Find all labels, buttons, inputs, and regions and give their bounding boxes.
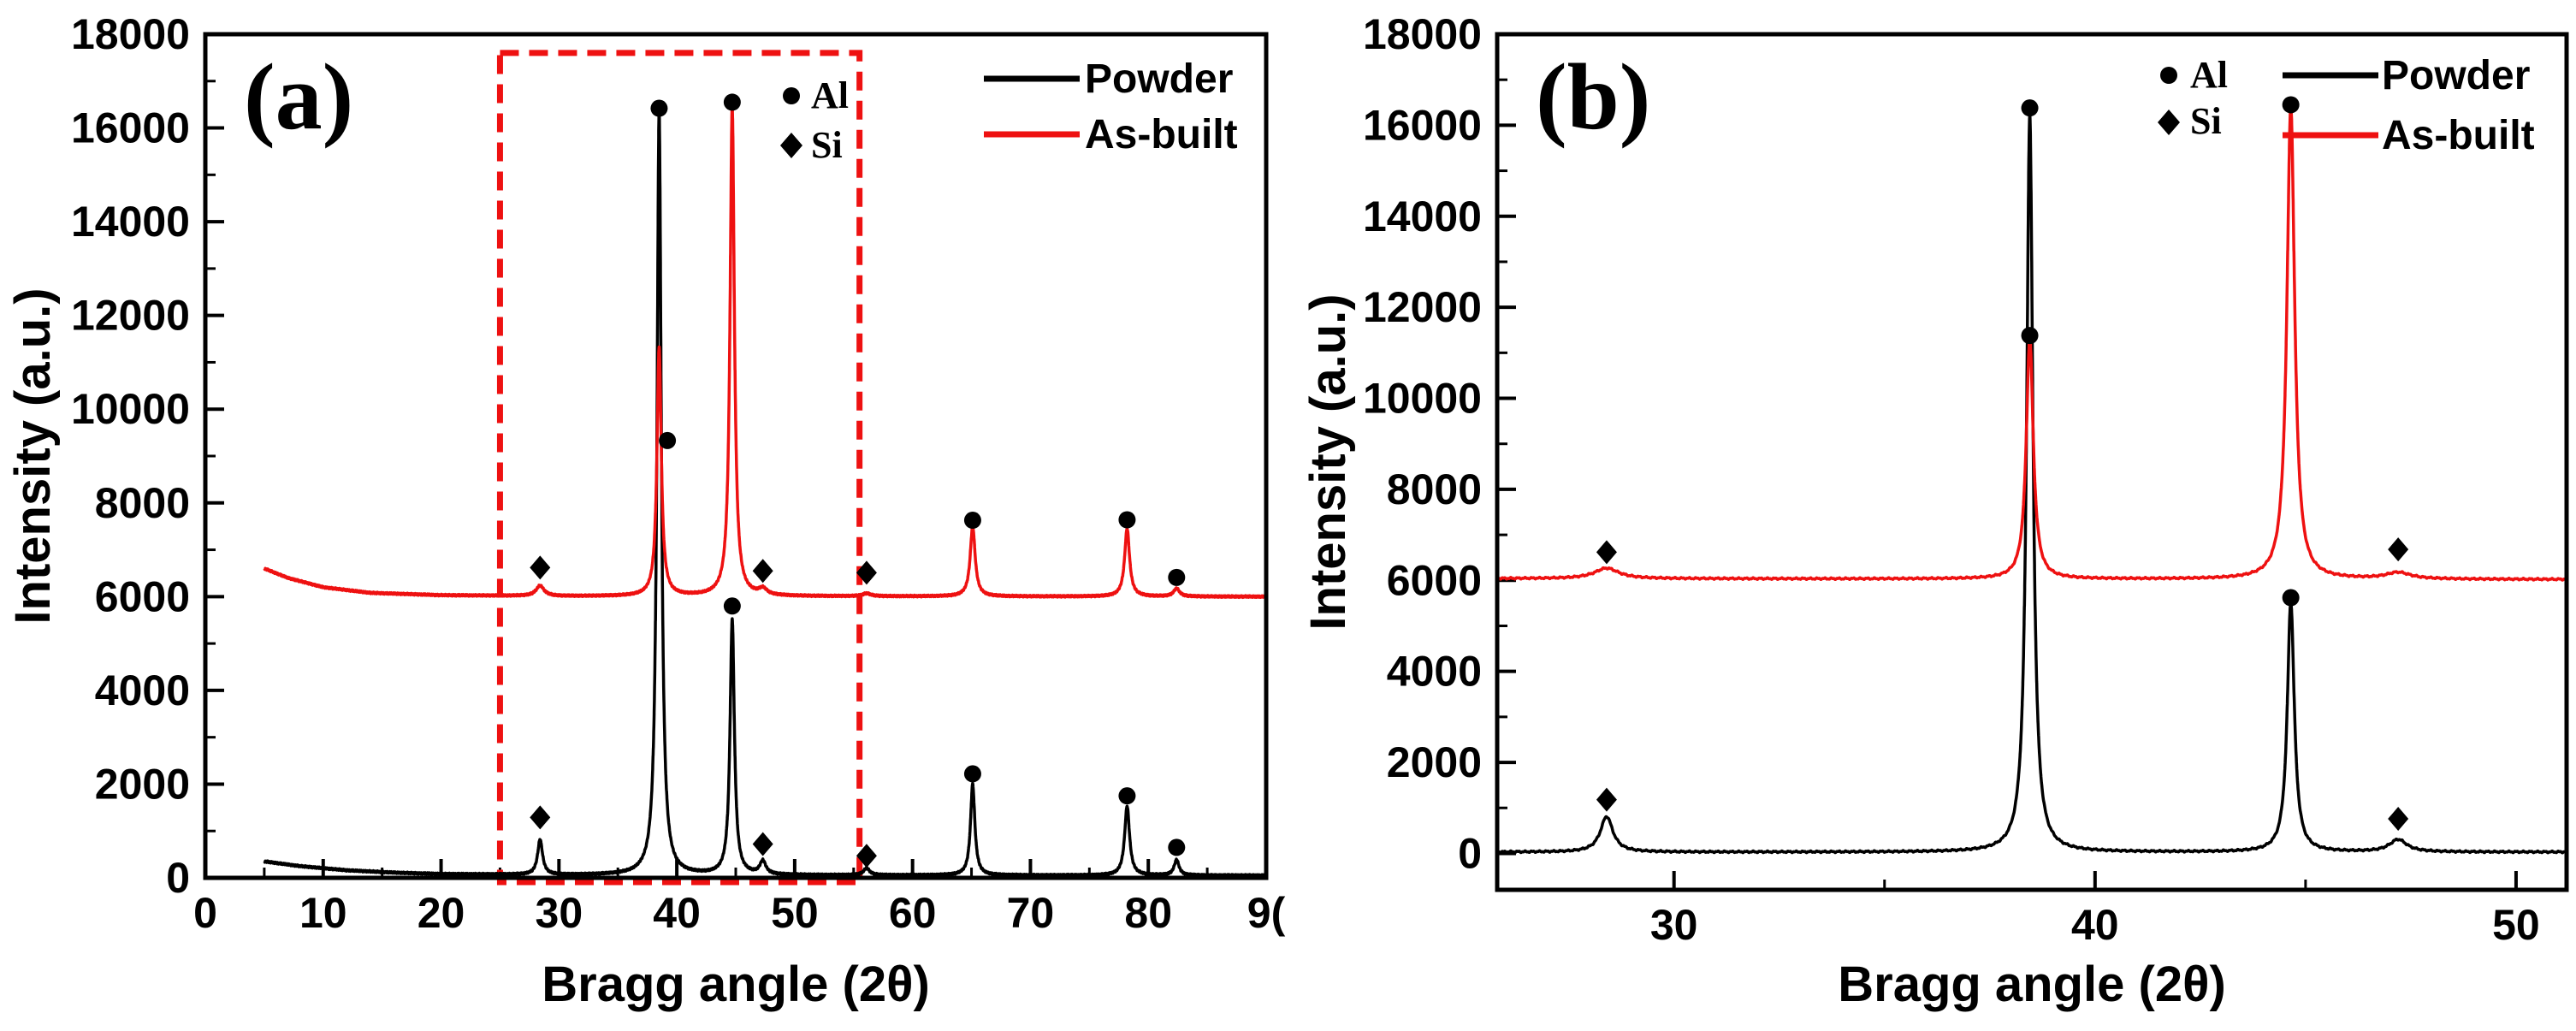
panel-b-tick-labels: 30 40 50 0 2000 4000 6000 8000 10000 12000 14000 16… [1363, 10, 2540, 949]
panel-a-label: (a) [244, 44, 353, 149]
panel-b-y-tick-label: 4000 [1387, 648, 1482, 696]
panel-b-y-tick-label: 10000 [1363, 375, 1482, 423]
panel-b-series-legend: Powder As-built [2283, 53, 2535, 158]
panel-a-y-tick-label: 12000 [71, 292, 190, 340]
al-peak-marker [963, 512, 981, 530]
si-peak-marker [530, 555, 551, 580]
panel-a-tick-labels: 0 10 20 30 40 50 60 70 80 9( 0 2000 4000 6000 8000 1000… [71, 10, 1286, 937]
al-peak-marker [723, 93, 741, 111]
panel-b-marker-legend: Al Si [2158, 54, 2228, 142]
si-peak-marker [752, 559, 773, 584]
legend-asbuilt-label: As-built [1085, 112, 1238, 157]
panel-a-series [263, 104, 1268, 878]
panel-b-x-tick-label: 40 [2071, 901, 2119, 949]
panel-b-series-powder [1495, 112, 2568, 855]
si-peak-marker [1596, 540, 1617, 565]
al-peak-marker [2282, 96, 2300, 114]
panel-a-y-tick-label: 8000 [95, 479, 190, 527]
panel-a-y-axis-title: Intensity (a.u.) [5, 287, 61, 624]
zoom-region-box [496, 50, 863, 886]
panel-a-peak-markers [530, 93, 1186, 868]
panel-a-marker-legend: Al Si [780, 74, 849, 166]
si-peak-marker [1596, 787, 1617, 812]
panel-b-x-tick-label: 30 [1650, 901, 1698, 949]
legend-al-label: Al [2190, 54, 2228, 96]
panel-a-x-tick-label: 70 [1007, 889, 1055, 937]
si-marker-icon [780, 133, 802, 158]
legend-al-label: Al [811, 74, 849, 116]
panel-b-label: (b) [1536, 44, 1650, 149]
panel-b-y-tick-label: 8000 [1387, 465, 1482, 513]
panel-b-y-tick-label: 2000 [1387, 738, 1482, 786]
panel-a-highlight-box [496, 50, 863, 886]
panel-b-ticks [1497, 33, 2518, 890]
panel-a-chart: 0 10 20 30 40 50 60 70 80 9( 0 2000 4000 6000 8000 1000… [5, 10, 1286, 1012]
panel-b-y-tick-label: 16000 [1363, 101, 1482, 149]
panel-b-y-tick-label: 14000 [1363, 193, 1482, 240]
panel-b-chart: 30 40 50 0 2000 4000 6000 8000 10000 12000 14000 16… [1300, 10, 2569, 1012]
al-peak-marker [723, 597, 741, 615]
panel-b-x-tick-label: 50 [2492, 901, 2540, 949]
panel-a-x-tick-label: 60 [889, 889, 937, 937]
legend-si-label: Si [2190, 100, 2222, 142]
panel-a-x-tick-label: 10 [299, 889, 347, 937]
panel-a-x-tick-label: 9( [1247, 889, 1286, 937]
al-peak-marker [2021, 99, 2039, 117]
al-peak-marker [1118, 511, 1136, 529]
al-peak-marker [2282, 589, 2300, 607]
panel-a-y-tick-label: 16000 [71, 104, 190, 152]
al-peak-marker [1168, 838, 1186, 856]
panel-b-peak-markers [1596, 96, 2409, 832]
panel-a-series-asbuilt [263, 104, 1268, 600]
si-peak-marker [752, 832, 773, 856]
panel-a-y-tick-label: 14000 [71, 198, 190, 246]
panel-a-x-tick-label: 40 [653, 889, 701, 937]
panel-b-y-axis-title: Intensity (a.u.) [1300, 293, 1356, 630]
al-peak-marker [963, 765, 981, 783]
si-peak-marker [2388, 537, 2409, 562]
legend-powder-label: Powder [1085, 56, 1233, 102]
legend-powder-label: Powder [2382, 53, 2530, 98]
al-marker-icon [2160, 67, 2177, 84]
al-peak-marker [659, 431, 677, 449]
panel-a-plot-frame [203, 32, 1269, 880]
panel-a-y-tick-label: 4000 [95, 667, 190, 714]
panel-a-y-tick-label: 0 [166, 854, 190, 902]
panel-b-series-asbuilt [1495, 104, 2568, 582]
panel-a-x-tick-label: 20 [417, 889, 465, 937]
legend-si-label: Si [811, 124, 843, 166]
panel-a-x-tick-label: 80 [1124, 889, 1172, 937]
panel-a-x-axis-title: Bragg angle (2θ) [542, 957, 930, 1012]
panel-a-y-tick-label: 10000 [71, 385, 190, 433]
panel-a-series-powder [263, 109, 1268, 878]
panel-a-x-tick-label: 0 [193, 889, 217, 937]
panel-b-y-tick-label: 18000 [1363, 10, 1482, 58]
legend-asbuilt-label: As-built [2382, 113, 2535, 158]
panel-a-y-tick-label: 18000 [71, 10, 190, 58]
si-peak-marker [856, 844, 877, 868]
panel-a-y-tick-label: 2000 [95, 760, 190, 808]
panel-a-x-tick-label: 30 [536, 889, 583, 937]
panel-a-y-tick-label: 6000 [95, 572, 190, 620]
panel-b-plot-frame [1495, 32, 2569, 892]
panel-b-y-tick-label: 6000 [1387, 556, 1482, 604]
al-peak-marker [1168, 568, 1186, 586]
si-marker-icon [2158, 110, 2180, 135]
panel-b-y-tick-label: 0 [1458, 829, 1482, 877]
panel-a-x-tick-label: 50 [771, 889, 819, 937]
panel-a-series-legend: Powder As-built [984, 56, 1238, 157]
panel-b-series [1495, 104, 2568, 855]
al-peak-marker [650, 99, 668, 117]
si-peak-marker [856, 560, 877, 585]
al-peak-marker [1118, 787, 1136, 805]
si-peak-marker [530, 805, 551, 830]
panel-b-y-tick-label: 12000 [1363, 283, 1482, 331]
si-peak-marker [2388, 807, 2409, 832]
panel-b-x-axis-title: Bragg angle (2θ) [1838, 957, 2226, 1012]
al-peak-marker [2021, 327, 2039, 345]
al-marker-icon [783, 87, 800, 104]
